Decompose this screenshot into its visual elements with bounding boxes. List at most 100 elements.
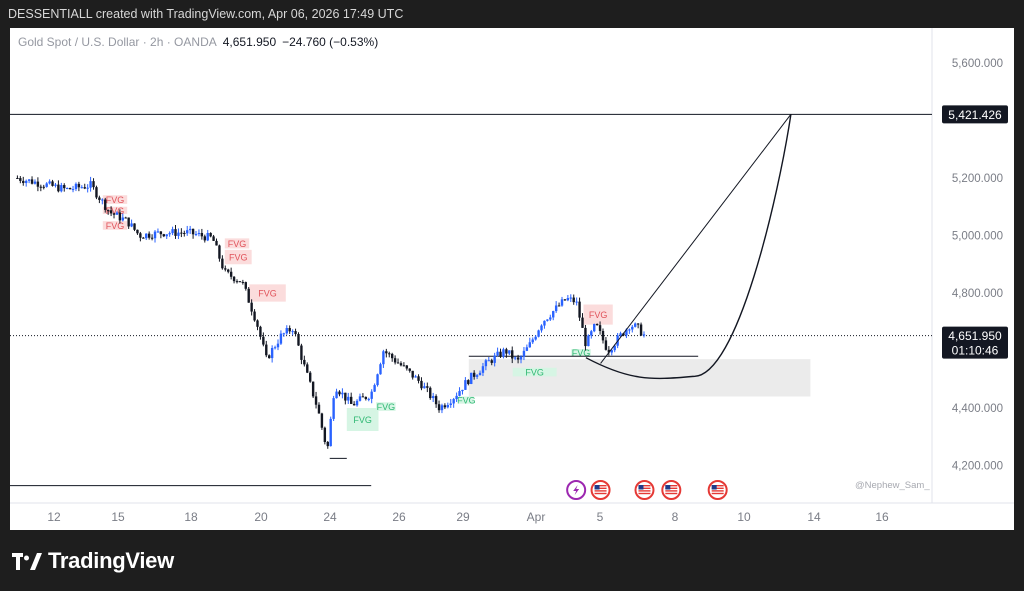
candle [499, 348, 502, 358]
candle-body [323, 427, 327, 442]
candle [566, 294, 570, 302]
candle-body [455, 395, 458, 400]
candle-body [481, 366, 485, 373]
candle-body [27, 179, 31, 181]
candle-body [180, 232, 183, 234]
candle [65, 187, 69, 190]
candle [604, 337, 608, 351]
candle [180, 228, 183, 238]
us-flag-event-icon [590, 480, 611, 500]
candle-body [429, 387, 432, 399]
horizontal-lines-layer [10, 113, 932, 487]
candle-body [426, 386, 429, 388]
candle-body [48, 181, 51, 184]
candle [534, 335, 537, 341]
candle [71, 185, 75, 193]
candle [358, 393, 362, 402]
candle [595, 323, 599, 326]
candle-body [174, 229, 177, 236]
flag-stripe [665, 485, 678, 487]
candle [279, 330, 283, 345]
candle-body [440, 405, 444, 411]
candle-body [288, 328, 291, 332]
candle-body [262, 336, 265, 345]
candle [209, 232, 212, 238]
candle [262, 332, 265, 347]
candle [423, 382, 426, 389]
candle-body [212, 236, 215, 241]
candle-body [197, 232, 201, 234]
candle [560, 296, 564, 307]
candle-body [183, 232, 186, 234]
chart-panel[interactable]: FVG FVG FVG FVG FVG FVG FVG FVG FVG FVG FVG FVG 5,6… [10, 28, 1014, 530]
candle [458, 387, 461, 397]
event-ring [590, 480, 611, 500]
candle-body [352, 403, 356, 406]
candle-body [540, 325, 543, 331]
event-ring [634, 480, 655, 500]
candle [426, 382, 429, 393]
candle [341, 388, 344, 399]
candle-body [265, 344, 268, 356]
candle [429, 386, 432, 400]
candle [311, 381, 315, 399]
candle [227, 268, 230, 274]
candle-body [513, 357, 517, 359]
candle-body [247, 288, 250, 303]
demand-zone [468, 359, 811, 397]
candle [162, 233, 165, 238]
candle-body [86, 187, 89, 189]
brand-name: TradingView [48, 548, 174, 573]
candle [531, 337, 534, 345]
candle [150, 234, 154, 241]
candle [16, 175, 19, 179]
fvg-label: FVG [106, 195, 125, 205]
candle-body [361, 396, 365, 398]
flag-canton [594, 485, 600, 490]
candle [133, 223, 136, 232]
candle-body [546, 319, 549, 321]
candle [112, 212, 116, 219]
candle-body [349, 396, 353, 404]
last-price: 4,651.950 [222, 35, 277, 49]
candle [60, 182, 63, 193]
candle-body [194, 233, 198, 235]
flag-stripe [594, 492, 607, 495]
candle [27, 179, 31, 184]
us-flag-event-icon [661, 480, 682, 500]
time-tick: 26 [392, 510, 406, 524]
time-tick: 14 [807, 510, 821, 524]
candle-body [139, 233, 142, 238]
candle-body [127, 217, 130, 227]
candle-body [74, 183, 78, 190]
candle-body [115, 212, 119, 215]
candle-body [636, 323, 640, 325]
candle [642, 331, 646, 338]
candle [522, 347, 526, 361]
projection-line [600, 114, 792, 364]
candle [634, 322, 637, 328]
candle [171, 226, 174, 236]
current-price-label: 4,651.950 [948, 329, 1002, 343]
candle-body [461, 389, 464, 392]
candle-body [121, 217, 125, 221]
candle-body [16, 178, 19, 179]
candle-body [516, 357, 520, 360]
fvg-label: FVG [589, 310, 608, 320]
candle-body [625, 329, 628, 336]
candle [104, 197, 107, 213]
candle-body [150, 237, 154, 239]
candle-body [490, 360, 493, 363]
candle-body [130, 223, 133, 227]
candle [607, 346, 611, 356]
candle [323, 426, 327, 445]
candle-body [89, 181, 92, 188]
candle [159, 231, 163, 239]
candle [446, 402, 450, 409]
candle-body [273, 347, 277, 349]
price-axis: 5,600.000 5,200.000 5,000.000 4,800.000 4,40… [942, 58, 1008, 473]
candle [68, 187, 72, 190]
candle-body [598, 325, 602, 331]
candle [244, 281, 247, 291]
